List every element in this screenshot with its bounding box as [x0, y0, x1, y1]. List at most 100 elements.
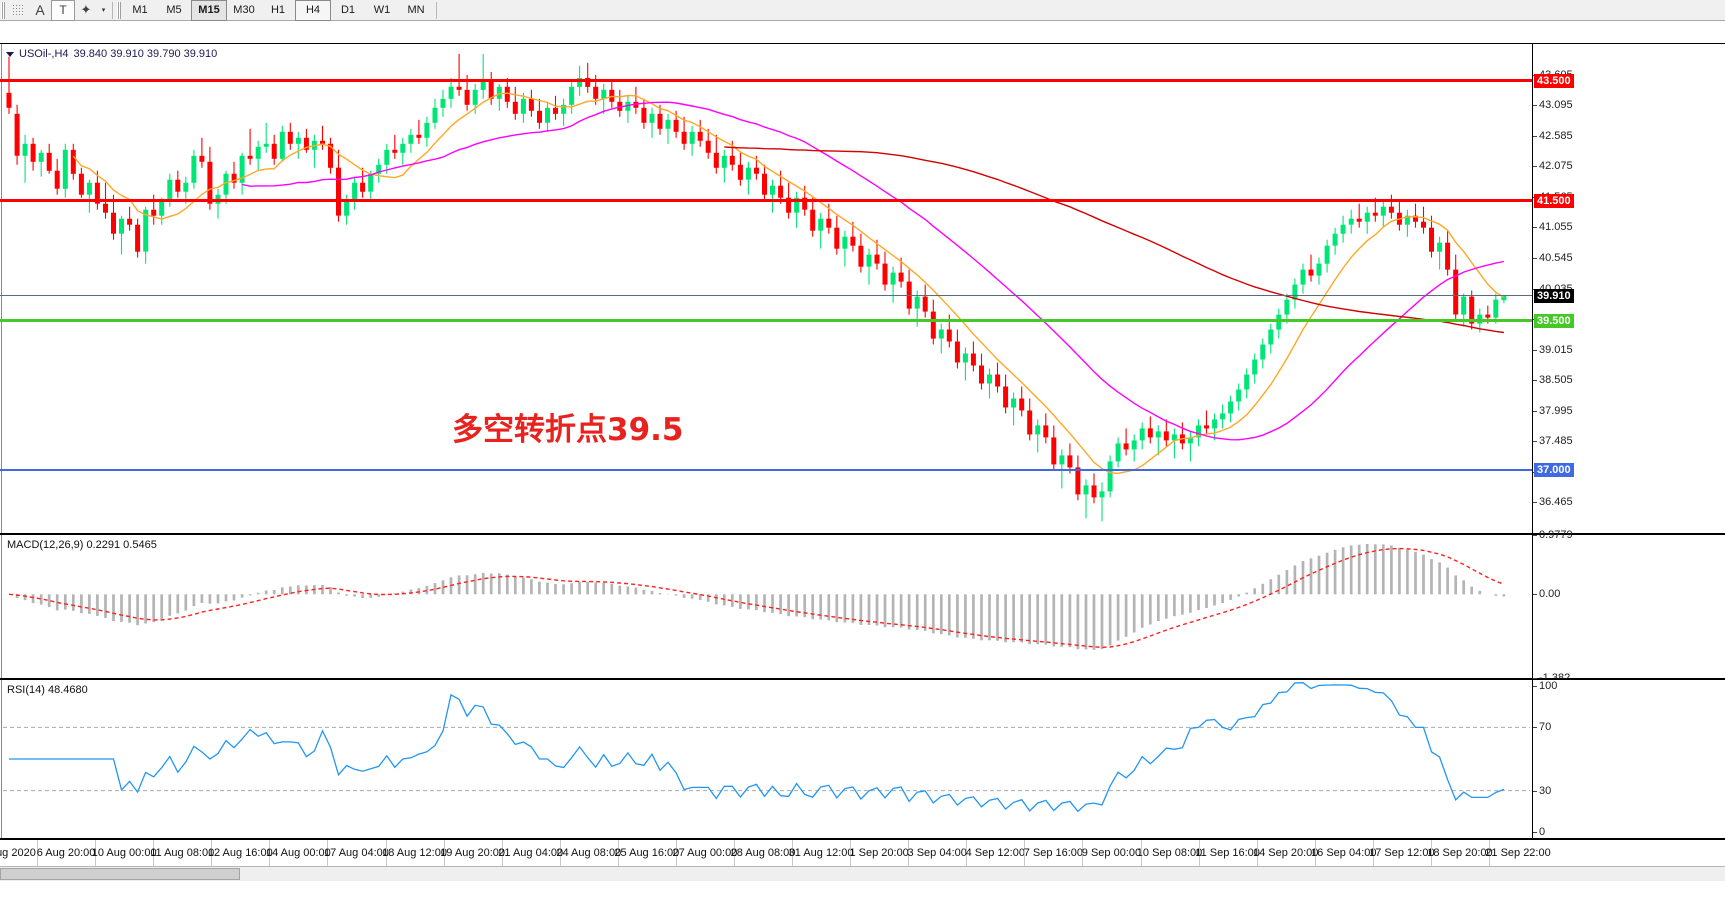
- price-axis-tick: [1533, 105, 1537, 107]
- rsi-axis-tick: [1533, 790, 1537, 792]
- time-axis-separator: [1140, 840, 1142, 866]
- time-axis-label: 7 Sep 16:00: [1023, 847, 1084, 859]
- candlestick-series: [6, 53, 1507, 522]
- macd-axis-tick: [1533, 535, 1537, 536]
- shapes-icon[interactable]: ✦: [80, 2, 92, 17]
- time-axis-separator: [443, 840, 445, 866]
- shapes-dropdown-icon[interactable]: ▾: [101, 7, 106, 14]
- macd-pane[interactable]: MACD(12,26,9) 0.2291 0.5465 0.9779 0.00 -1…: [0, 529, 1725, 684]
- macd-plot[interactable]: [3, 535, 1530, 678]
- timeframe-h4[interactable]: H4: [295, 0, 331, 21]
- time-axis-label: 28 Aug 08:00: [730, 847, 796, 859]
- time-axis-separator: [1488, 840, 1490, 866]
- timeframe-w1[interactable]: W1: [373, 4, 391, 16]
- symbol-info-line: USOil-,H4 39.840 39.910 39.790 39.910: [6, 48, 217, 60]
- time-axis-separator: [733, 840, 735, 866]
- rsi-pane-left-grip[interactable]: [0, 680, 3, 838]
- chart-area: USOil-,H4 39.840 39.910 39.790 39.910 43…: [0, 21, 1725, 898]
- price-axis-label: 41.055: [1539, 221, 1573, 234]
- crosshair-f-icon[interactable]: [7, 1, 29, 20]
- support-tag-37000[interactable]: 37.000: [1534, 463, 1574, 478]
- macd-series: [8, 544, 1506, 650]
- resistance-line-41500[interactable]: [0, 199, 1532, 203]
- time-axis-separator: [559, 840, 561, 866]
- toolbar-grip-1[interactable]: [1, 1, 5, 19]
- resistance-line-43500[interactable]: [0, 79, 1532, 83]
- time-axis-label: 5 Aug 2020: [0, 847, 36, 859]
- time-axis-label: 18 Aug 12:00: [382, 847, 447, 859]
- time-axis-separator: [1372, 840, 1374, 866]
- macd-axis-label: 0.9779: [1539, 529, 1573, 541]
- time-axis-label: 12 Aug 16:00: [207, 847, 273, 859]
- current-price-tag[interactable]: 39.910: [1534, 288, 1574, 303]
- price-pane-left-grip[interactable]: [0, 44, 3, 533]
- timeframe-m30[interactable]: M30: [233, 4, 255, 16]
- time-axis-separator: [269, 840, 271, 866]
- price-axis-tick: [1533, 166, 1537, 168]
- timeframe-h1[interactable]: H1: [270, 4, 286, 16]
- time-axis-label: 21 Aug 04:00: [498, 847, 564, 859]
- price-axis-label: 42.075: [1539, 160, 1573, 173]
- time-axis-label: 17 Sep 12:00: [1369, 847, 1435, 859]
- support-line-39500[interactable]: [0, 319, 1532, 323]
- price-axis-tick: [1533, 502, 1537, 504]
- text-a-icon[interactable]: A: [35, 2, 45, 18]
- rsi-series: [3, 682, 1530, 813]
- resistance-tag-43500[interactable]: 43.500: [1534, 73, 1574, 88]
- horizontal-scrollbar-thumb[interactable]: [0, 868, 240, 880]
- timeframe-mn[interactable]: MN: [407, 4, 425, 16]
- timeframe-m5[interactable]: M5: [166, 4, 182, 16]
- support-tag-39500[interactable]: 39.500: [1534, 313, 1574, 328]
- time-axis-label: 6 Aug 20:00: [36, 847, 96, 859]
- rsi-plot[interactable]: [3, 680, 1530, 838]
- time-axis-separator: [1256, 840, 1258, 866]
- rsi-pane[interactable]: RSI(14) 48.4680 100 70 30 0: [0, 679, 1725, 839]
- collapse-triangle-icon[interactable]: [6, 51, 14, 57]
- time-axis-label: 16 Sep 04:00: [1311, 847, 1377, 859]
- resistance-tag-41500[interactable]: 41.500: [1534, 193, 1574, 208]
- rsi-axis[interactable]: 100 70 30 0: [1532, 680, 1725, 838]
- macd-axis-tick: [1533, 594, 1537, 596]
- price-axis-tick: [1533, 441, 1537, 443]
- time-axis-separator: [1198, 840, 1200, 866]
- text-label-icon[interactable]: T: [51, 0, 75, 21]
- time-axis-separator: [1024, 840, 1026, 866]
- price-plot[interactable]: [3, 44, 1530, 533]
- time-axis-separator: [37, 840, 39, 866]
- time-axis-label: 25 Aug 16:00: [614, 847, 680, 859]
- time-axis-label: 31 Aug 12:00: [788, 847, 854, 859]
- rsi-axis-label: 100: [1539, 680, 1558, 692]
- support-line-37000[interactable]: [0, 469, 1532, 472]
- price-axis-tick: [1533, 410, 1537, 412]
- toolbar-grip-2[interactable]: [117, 1, 121, 19]
- current-price-line[interactable]: [0, 295, 1532, 297]
- price-axis-label: 43.095: [1539, 99, 1573, 112]
- macd-axis[interactable]: 0.9779 0.00 -1.382: [1532, 529, 1725, 684]
- time-axis-separator: [966, 840, 968, 866]
- chart-annotation-text[interactable]: 多空转折点39.5: [452, 412, 684, 448]
- rsi-axis-tick: [1533, 832, 1537, 833]
- timeframe-d1[interactable]: D1: [340, 4, 356, 16]
- symbol-ohlc: 39.840 39.910 39.790 39.910: [73, 48, 218, 60]
- rsi-axis-label: 0: [1539, 826, 1546, 838]
- macd-pane-left-grip[interactable]: [0, 535, 3, 678]
- horizontal-scrollbar[interactable]: [0, 866, 1725, 881]
- time-axis-separator: [1430, 840, 1432, 866]
- timeframe-m1[interactable]: M1: [132, 4, 148, 16]
- price-axis-label: 37.485: [1539, 435, 1573, 448]
- time-axis-separator: [908, 840, 910, 866]
- price-axis-label: 42.585: [1539, 129, 1573, 142]
- time-axis-label: 11 Aug 08:00: [150, 847, 215, 859]
- price-pane[interactable]: USOil-,H4 39.840 39.910 39.790 39.910 43…: [0, 43, 1725, 534]
- price-axis-tick: [1533, 380, 1537, 382]
- price-axis-label: 39.015: [1539, 343, 1573, 356]
- macd-axis-tick: [1533, 678, 1537, 679]
- price-axis-label: 38.505: [1539, 374, 1573, 387]
- time-axis-separator: [675, 840, 677, 866]
- toolbar-separator-1: [112, 1, 113, 19]
- macd-label: MACD(12,26,9) 0.2291 0.5465: [7, 539, 157, 551]
- price-axis[interactable]: 43.60543.09542.58542.07541.56541.05540.5…: [1532, 44, 1725, 533]
- crosshair-dots: [11, 4, 25, 16]
- timeframe-m15[interactable]: M15: [191, 0, 227, 21]
